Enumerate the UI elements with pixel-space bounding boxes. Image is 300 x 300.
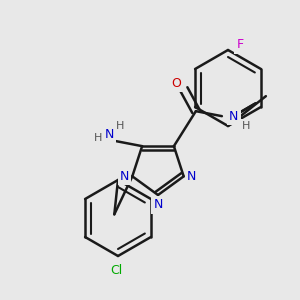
Text: N: N: [229, 110, 239, 123]
Text: Cl: Cl: [110, 263, 122, 277]
Text: N: N: [153, 199, 163, 212]
Text: H: H: [94, 133, 102, 143]
Text: N: N: [187, 170, 196, 183]
Text: H: H: [242, 121, 250, 131]
Text: F: F: [236, 38, 244, 52]
Text: H: H: [116, 121, 124, 131]
Text: N: N: [120, 170, 129, 183]
Text: N: N: [104, 128, 114, 141]
Text: O: O: [171, 77, 181, 90]
